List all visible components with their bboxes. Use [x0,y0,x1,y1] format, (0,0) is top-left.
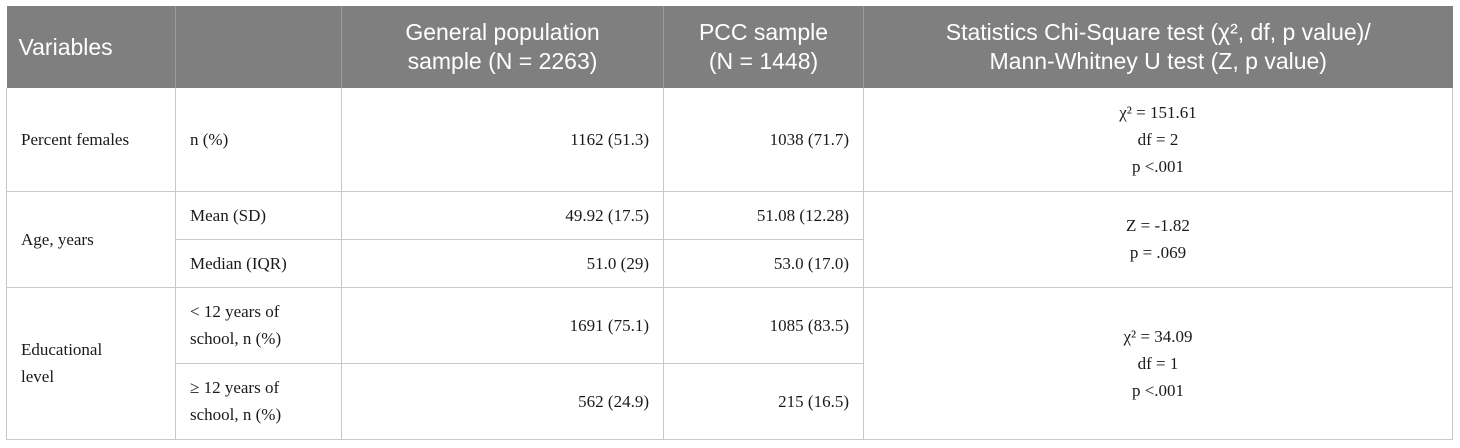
pcc-value-age-mean: 51.08 (12.28) [663,190,864,240]
variable-cell-females: Percent females [6,88,176,192]
measure-line: school, n (%) [190,329,282,349]
stats-line: Z = -1.82 [1126,216,1190,236]
measure-cell-age-median: Median (IQR) [175,238,342,288]
header-pcc-sample: PCC sample (N = 1448) [663,6,864,88]
header-row: Variables General population sample (N =… [6,6,1453,88]
stats-line: p <.001 [1131,156,1185,176]
stats-cell-age: Z = -1.82 p = .069 [863,190,1453,288]
measure-cell-age-mean: Mean (SD) [175,190,342,240]
stats-line: χ² = 34.09 [1123,326,1193,346]
stats-line: df = 1 [1137,353,1179,373]
stats-line: p = .069 [1129,243,1187,263]
variable-line: Educational [21,340,103,360]
measure-line: < 12 years of [190,302,280,322]
measure-cell-education-high: ≥ 12 years of school, n (%) [175,362,342,441]
pcc-value-age-median: 53.0 (17.0) [663,238,864,288]
variable-cell-education: Educational level [6,286,176,441]
header-measure-blank [175,6,342,88]
stats-cell-females: χ² = 151.61 df = 2 p <.001 [863,88,1453,192]
table-row: Percent females n (%) 1162 (51.3) 1038 (… [6,88,1453,192]
general-value-education-high: 562 (24.9) [341,362,664,441]
variable-cell-age: Age, years [6,190,176,288]
stats-cell-education: χ² = 34.09 df = 1 p <.001 [863,286,1453,441]
measure-cell-education-low: < 12 years of school, n (%) [175,286,342,364]
pcc-value-females: 1038 (71.7) [663,88,864,192]
header-statistics: Statistics Chi-Square test (χ², df, p va… [863,6,1453,88]
table-row: Educational level < 12 years of school, … [6,286,1453,441]
header-general-line-2: sample (N = 2263) [407,48,598,74]
measure-line: school, n (%) [190,405,282,425]
pcc-value-education-low: 1085 (83.5) [663,286,864,364]
header-general-line-1: General population [405,19,600,45]
header-pcc-line-1: PCC sample [698,19,829,45]
stats-line: df = 2 [1137,129,1179,149]
header-pcc-line-2: (N = 1448) [708,48,819,74]
measure-cell-females: n (%) [175,88,342,192]
general-value-age-median: 51.0 (29) [341,238,664,288]
general-value-females: 1162 (51.3) [341,88,664,192]
variable-line: level [21,367,55,387]
measure-line: ≥ 12 years of [190,378,280,398]
general-value-education-low: 1691 (75.1) [341,286,664,364]
table-row: ≥ 12 years of school, n (%) 562 (24.9) 2… [7,362,1453,441]
header-stats-line-2: Mann-Whitney U test (Z, p value) [989,48,1327,74]
stats-line: p <.001 [1131,380,1185,400]
general-value-age-mean: 49.92 (17.5) [341,190,664,240]
header-stats-line-1: Statistics Chi-Square test (χ², df, p va… [945,19,1371,45]
table-row: Age, years Mean (SD) 49.92 (17.5) 51.08 … [6,190,1453,288]
header-variables: Variables [6,6,176,88]
table-row: Median (IQR) 51.0 (29) 53.0 (17.0) [7,238,1453,288]
comparison-table: Variables General population sample (N =… [6,6,1453,441]
header-general-population: General population sample (N = 2263) [341,6,664,88]
stats-line: χ² = 151.61 [1119,102,1197,122]
pcc-value-education-high: 215 (16.5) [663,362,864,441]
